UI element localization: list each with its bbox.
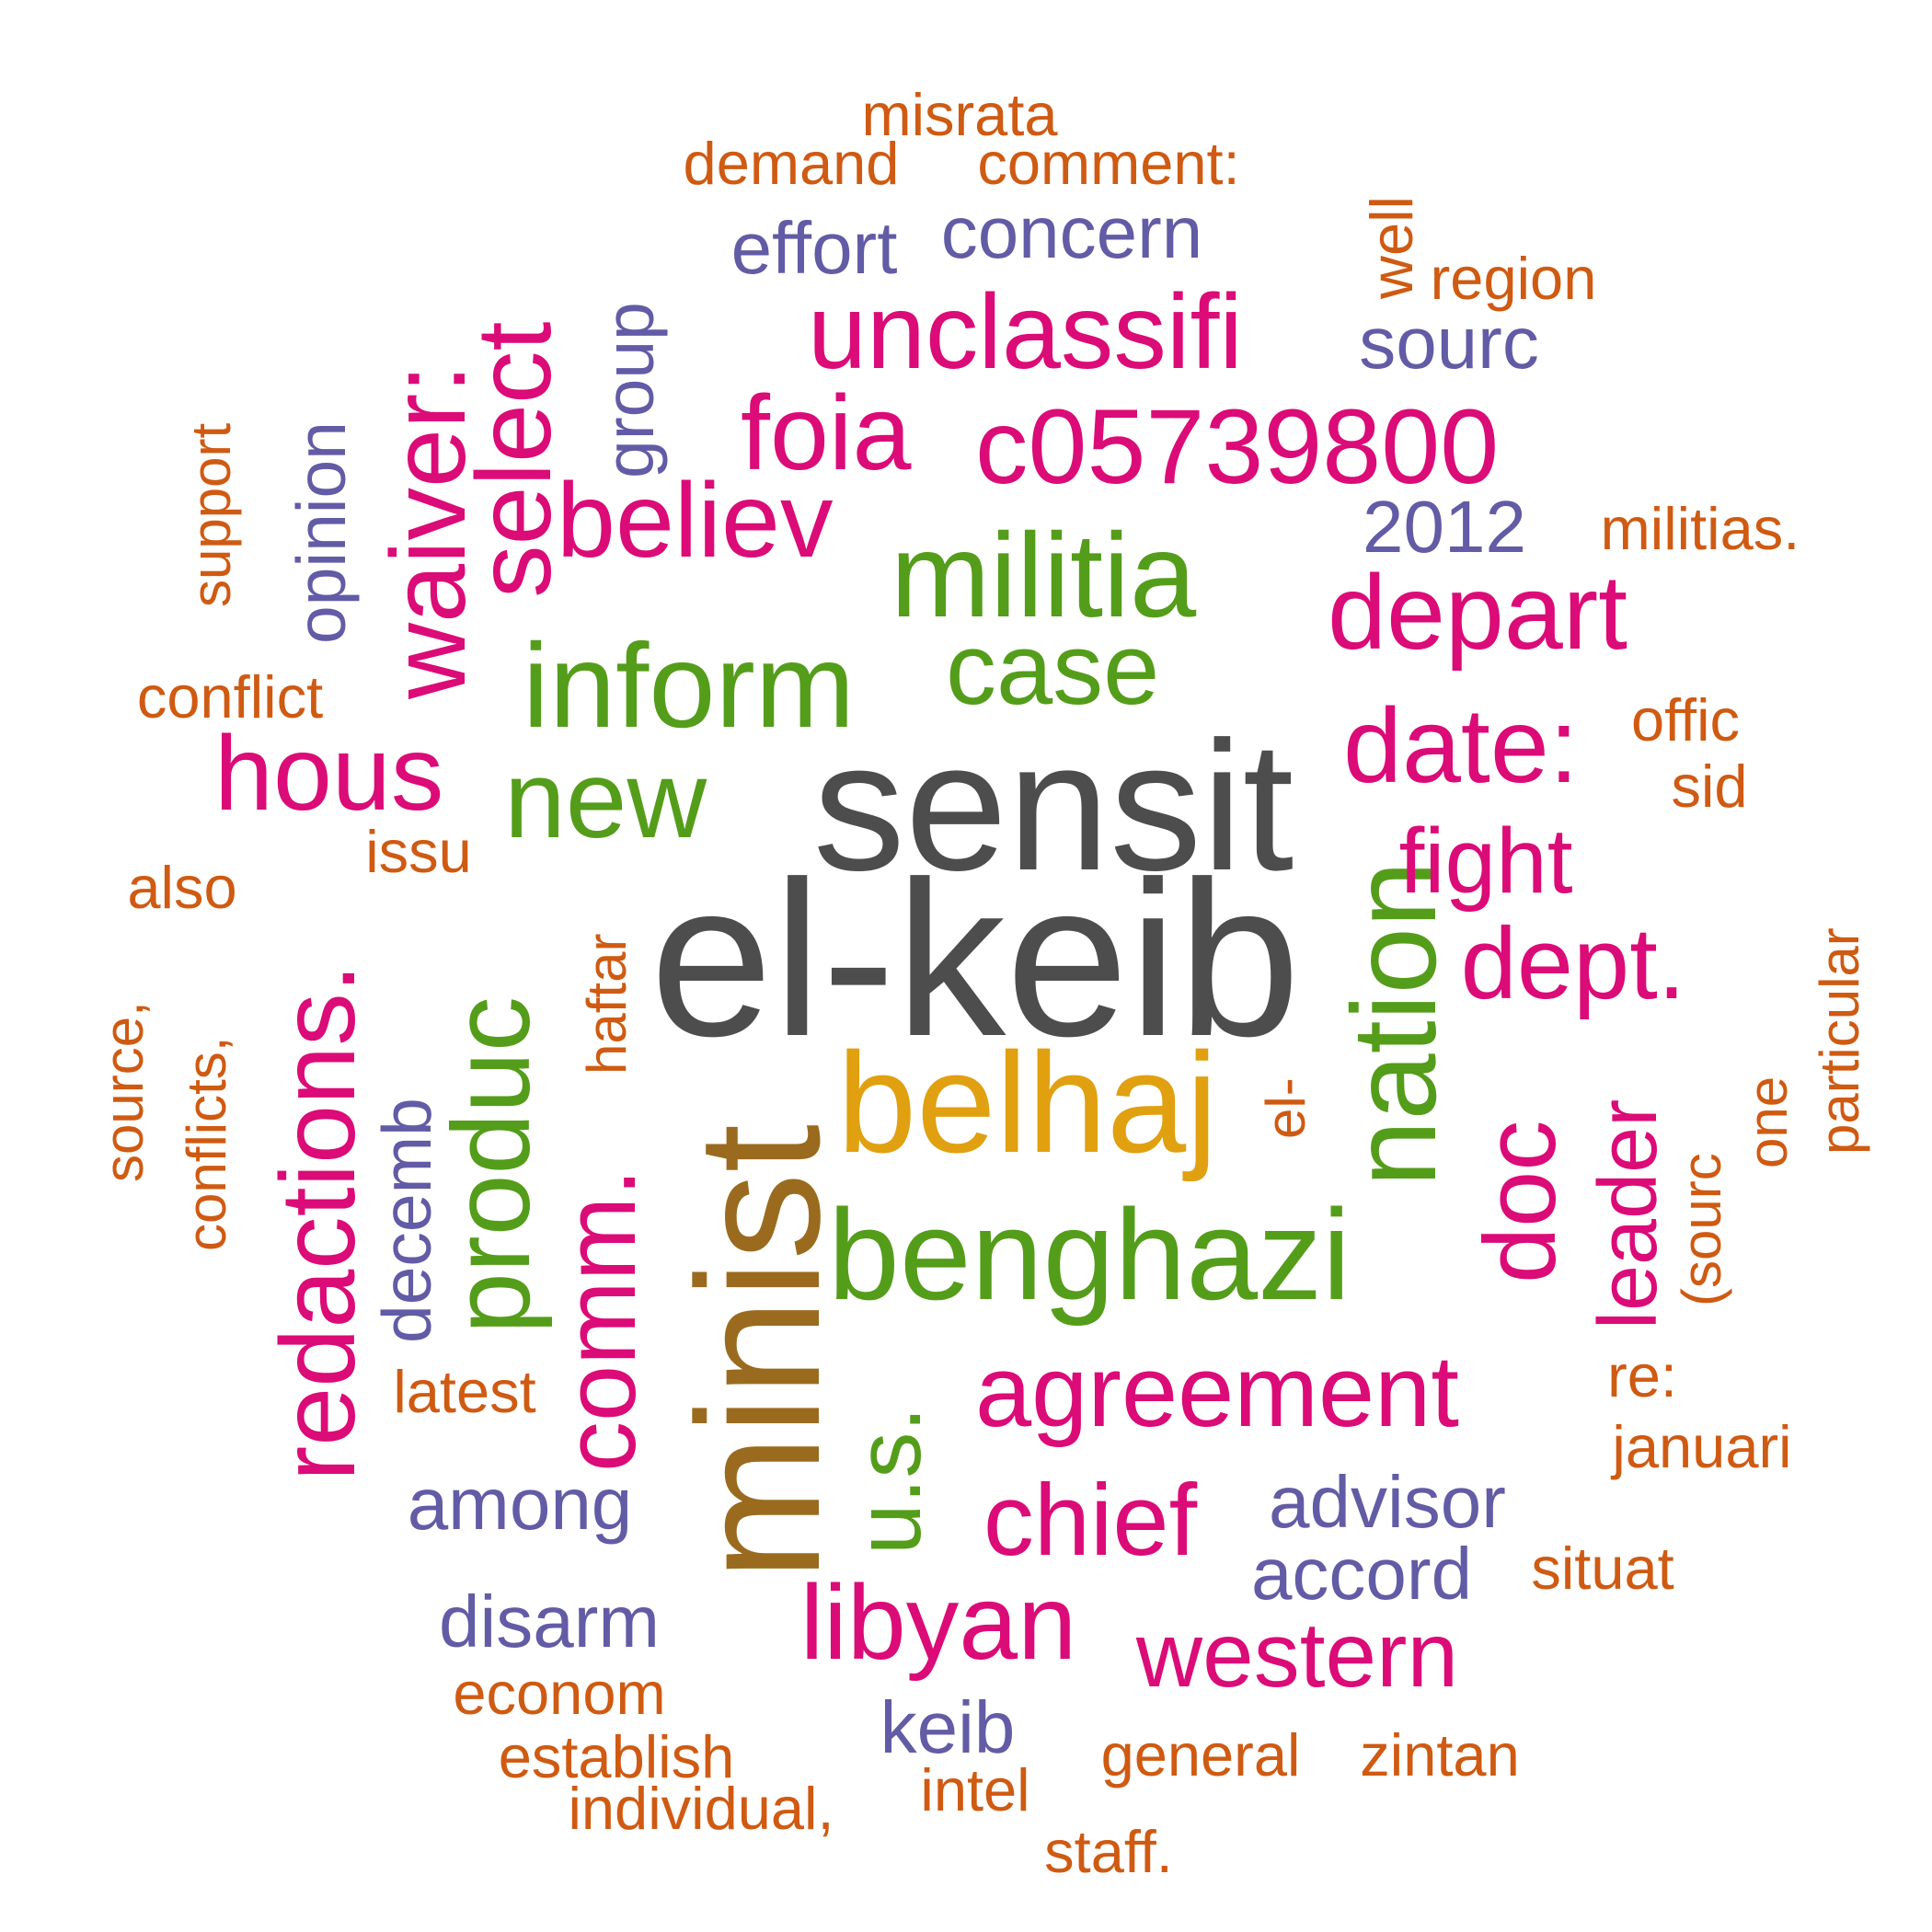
cloud-word: region [1431,245,1597,312]
cloud-word: date: [1343,687,1579,805]
cloud-word: source, [93,1001,155,1182]
cloud-word: keib [880,1686,1016,1768]
cloud-word: hous [214,715,443,833]
cloud-word: zintan [1360,1721,1519,1788]
cloud-word: also [127,854,236,921]
cloud-word: individual, [568,1775,834,1842]
cloud-word: fight [1398,810,1572,913]
cloud-word: depart [1328,554,1627,672]
cloud-word: well [1358,196,1425,300]
cloud-word: el- [1255,1077,1317,1139]
cloud-word: sourc [1359,302,1539,384]
cloud-word: agreement [975,1335,1459,1448]
cloud-word: nation [1327,861,1461,1187]
cloud-word: militia [891,508,1197,642]
cloud-word: re: [1607,1342,1677,1409]
cloud-word: (sourc [1671,1153,1732,1306]
cloud-word: belhaj [837,1023,1218,1182]
cloud-word: waiver: [370,364,488,700]
cloud-word: establish [499,1723,735,1790]
cloud-word: concern [941,191,1203,273]
cloud-word: situat [1531,1535,1673,1602]
cloud-word: issu [365,818,472,885]
cloud-word: demand [684,130,900,197]
cloud-word: unclassifi [808,273,1243,391]
cloud-word: libyan [800,1564,1076,1682]
cloud-word: group [591,302,668,478]
cloud-word: support [180,423,242,607]
cloud-word: decemb [368,1098,445,1343]
cloud-word: opinion [282,421,360,644]
cloud-word: doc [1464,1121,1577,1283]
cloud-word: comm. [544,1168,657,1472]
cloud-word: inform [523,618,855,753]
cloud-word: militias. [1601,495,1800,562]
cloud-word: accord [1251,1533,1472,1615]
cloud-word: c05739800 [975,388,1499,506]
cloud-word: u.s. [837,1407,940,1555]
cloud-word: general [1101,1721,1301,1788]
cloud-word: foia [741,374,911,492]
cloud-word: 2012 [1363,486,1526,568]
cloud-word: sid [1671,753,1747,820]
cloud-word: chief [983,1464,1198,1577]
cloud-word: one [1737,1076,1799,1168]
cloud-word: dept. [1461,907,1686,1020]
cloud-word: disarm [439,1581,660,1662]
cloud-word: effort [731,207,898,289]
cloud-word: haftar [576,934,638,1075]
cloud-word: produc [430,996,553,1334]
cloud-word: el-keib [650,835,1301,1082]
cloud-word: econom [453,1660,665,1727]
cloud-word: latest [393,1358,535,1425]
cloud-word: benghazi [828,1182,1351,1327]
cloud-word: januari [1610,1413,1791,1480]
cloud-word: intel [920,1756,1029,1823]
cloud-word: comment: [977,130,1239,197]
cloud-word: select [455,322,573,598]
cloud-word: case [946,613,1159,726]
cloud-word: western [1135,1604,1458,1707]
cloud-word: conflicts, [176,1037,237,1251]
cloud-word: conflict [137,663,323,730]
cloud-word: believ [557,462,834,580]
cloud-word: leader [1582,1099,1674,1329]
cloud-word: redactions. [259,963,377,1481]
cloud-word: among [408,1463,633,1545]
cloud-word: misrata [861,81,1058,148]
cloud-word: minist [661,1124,857,1581]
cloud-word: particular [1809,927,1870,1155]
cloud-word: advisor [1269,1461,1506,1543]
cloud-word: staff. [1044,1818,1173,1885]
cloud-word: sensit [813,704,1294,909]
cloud-word: new [504,738,707,861]
cloud-word: offic [1631,686,1740,753]
